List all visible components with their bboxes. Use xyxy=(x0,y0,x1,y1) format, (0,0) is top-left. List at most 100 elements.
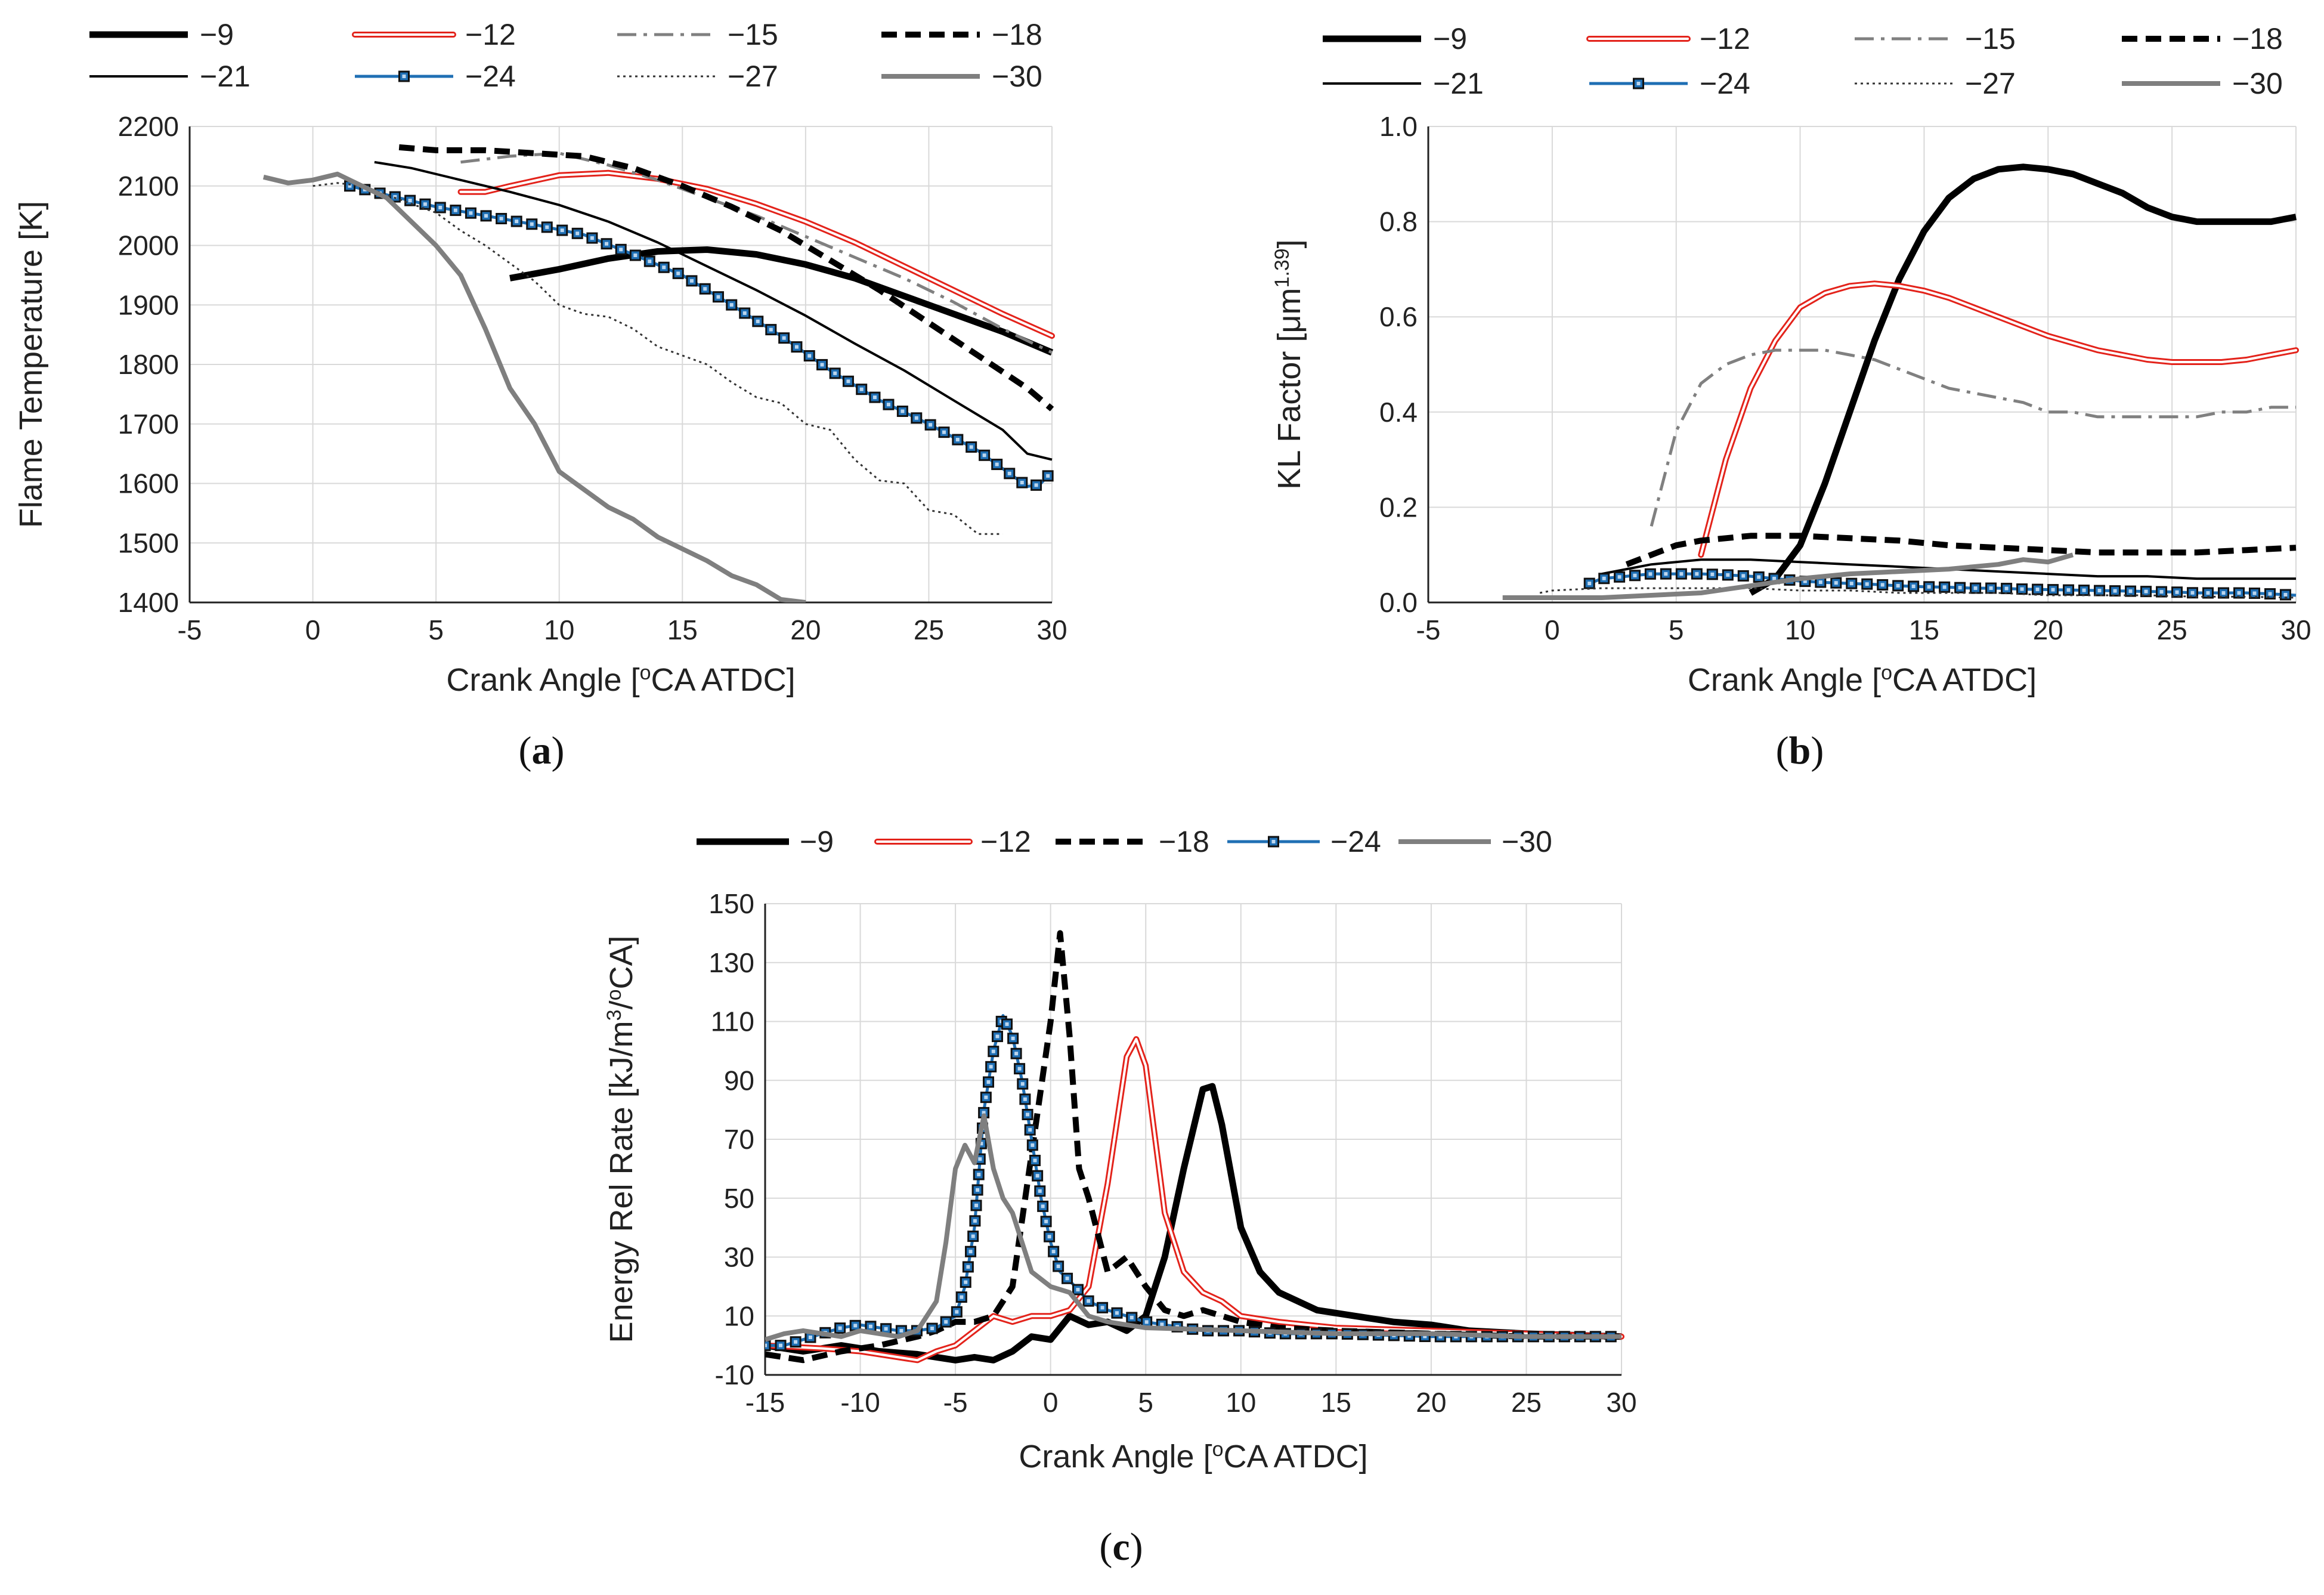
y-axis-label: Flame Temperature [K] xyxy=(13,201,49,528)
legend: −9 −12 −18 −24 −30 xyxy=(697,825,1552,858)
legend-label: −27 xyxy=(1965,67,2016,100)
series-marker-center xyxy=(976,1188,980,1192)
series-m30-line xyxy=(262,171,806,602)
series-m30 xyxy=(765,1113,1621,1342)
legend-item: −30 xyxy=(1398,825,1552,858)
series-marker-center xyxy=(978,1157,982,1161)
x-axis-label: Crank Angle [oCA ATDC] xyxy=(446,662,795,698)
y-tick-label: 1500 xyxy=(118,527,179,558)
legend-label: −21 xyxy=(200,60,250,93)
series-m27-line xyxy=(312,182,1003,535)
y-tick-label: 1800 xyxy=(118,349,179,380)
series-marker-center xyxy=(1942,585,1947,589)
series-m12-inner xyxy=(459,171,1053,338)
axes xyxy=(1427,126,2296,604)
series-marker-center xyxy=(1100,1306,1104,1310)
x-tick-label: 5 xyxy=(1669,614,1684,645)
series-marker-center xyxy=(560,228,564,233)
legend-item: −12 xyxy=(352,18,516,51)
series-marker-center xyxy=(1017,1067,1022,1071)
series-marker-center xyxy=(971,1234,975,1238)
series-m24 xyxy=(765,1014,1621,1352)
series-marker-center xyxy=(930,1327,934,1331)
series-marker-center xyxy=(765,1343,767,1347)
legend-label: −18 xyxy=(992,18,1042,51)
series-marker-center xyxy=(648,259,652,264)
legend-label: −30 xyxy=(992,60,1042,93)
legend-label: −24 xyxy=(1700,67,1750,100)
series-marker-center xyxy=(807,354,812,358)
series-marker-center xyxy=(662,265,666,270)
series-m9-line xyxy=(509,246,1054,356)
series-marker-center xyxy=(393,195,397,199)
legend-item: −24 xyxy=(1227,825,1381,858)
series-m24 xyxy=(344,180,1054,491)
x-tick-label: -5 xyxy=(943,1387,968,1418)
series-m18-line xyxy=(398,144,1054,412)
series-marker-center xyxy=(1633,573,1637,577)
y-axis-label: KL Factor [μm1.39] xyxy=(1271,239,1307,489)
series-marker-center xyxy=(955,1310,959,1314)
legend-marker-center xyxy=(1271,840,1276,843)
x-tick-label: -10 xyxy=(840,1387,880,1418)
x-tick-label: 15 xyxy=(1909,614,1939,645)
series-marker-center xyxy=(969,445,973,449)
x-tick-label: 5 xyxy=(1138,1387,1153,1418)
series-marker-center xyxy=(1834,581,1838,585)
series-marker-center xyxy=(964,1280,968,1284)
x-tick-label: -5 xyxy=(1416,614,1441,645)
y-tick-label: 1600 xyxy=(118,468,179,499)
series-marker-center xyxy=(1023,1097,1027,1101)
legend-label: −12 xyxy=(1700,22,1750,55)
series-marker-center xyxy=(2082,588,2086,592)
series-m15-line xyxy=(1650,348,2296,527)
series-m24-line xyxy=(349,184,1053,488)
y-tick-label: 1.0 xyxy=(1379,111,1418,142)
series-marker-center xyxy=(2144,589,2148,594)
series-marker-center xyxy=(833,371,837,375)
series-marker-center xyxy=(1896,583,1900,588)
series-marker-center xyxy=(989,1065,993,1069)
y-tick-label: 2200 xyxy=(118,111,179,142)
series-marker-center xyxy=(982,1111,986,1115)
legend-label: −12 xyxy=(980,825,1031,858)
series-marker-center xyxy=(1849,582,1853,586)
gridlines xyxy=(765,903,1622,1375)
legend-item: −24 xyxy=(355,60,516,93)
legend-label: −15 xyxy=(728,18,778,51)
series-marker-center xyxy=(590,236,594,240)
x-tick-label: 25 xyxy=(2157,614,2187,645)
series-marker-center xyxy=(769,327,773,332)
x-tick-label: 0 xyxy=(305,614,321,645)
series-marker-center xyxy=(2020,587,2024,591)
legend-item: −15 xyxy=(617,18,778,51)
series-marker-center xyxy=(1035,1174,1039,1178)
series-m21-line xyxy=(1601,558,2296,580)
series-marker-center xyxy=(689,279,694,283)
panel-label: (b) xyxy=(1776,729,1824,772)
legend: −9 −12 −15 −18 −21 −24 −27 −30 xyxy=(89,18,1042,93)
x-tick-label: 20 xyxy=(2033,614,2063,645)
legend-item: −18 xyxy=(881,18,1042,51)
series-marker-center xyxy=(1031,1143,1035,1147)
series-marker-center xyxy=(1046,474,1050,478)
legend-item: −21 xyxy=(89,60,250,93)
series-m27 xyxy=(1539,587,2297,599)
series-marker-center xyxy=(1007,471,1011,475)
series-m30 xyxy=(262,171,806,602)
series-m27-line xyxy=(1539,587,2297,599)
series-marker-center xyxy=(716,295,720,299)
legend-label: −9 xyxy=(1433,22,1467,55)
series-marker-center xyxy=(408,199,412,203)
series-marker-center xyxy=(886,403,890,407)
series-marker-center xyxy=(1726,573,1730,577)
series-marker-center xyxy=(794,345,799,349)
series-marker-center xyxy=(1129,1315,1134,1319)
series-marker-center xyxy=(977,1173,981,1177)
series-marker-center xyxy=(1664,572,1668,576)
series-marker-center xyxy=(782,336,786,340)
series-marker-center xyxy=(1423,1334,1427,1339)
plot-area xyxy=(262,144,1055,602)
series-marker-center xyxy=(2175,590,2179,594)
series-marker-center xyxy=(729,303,734,307)
